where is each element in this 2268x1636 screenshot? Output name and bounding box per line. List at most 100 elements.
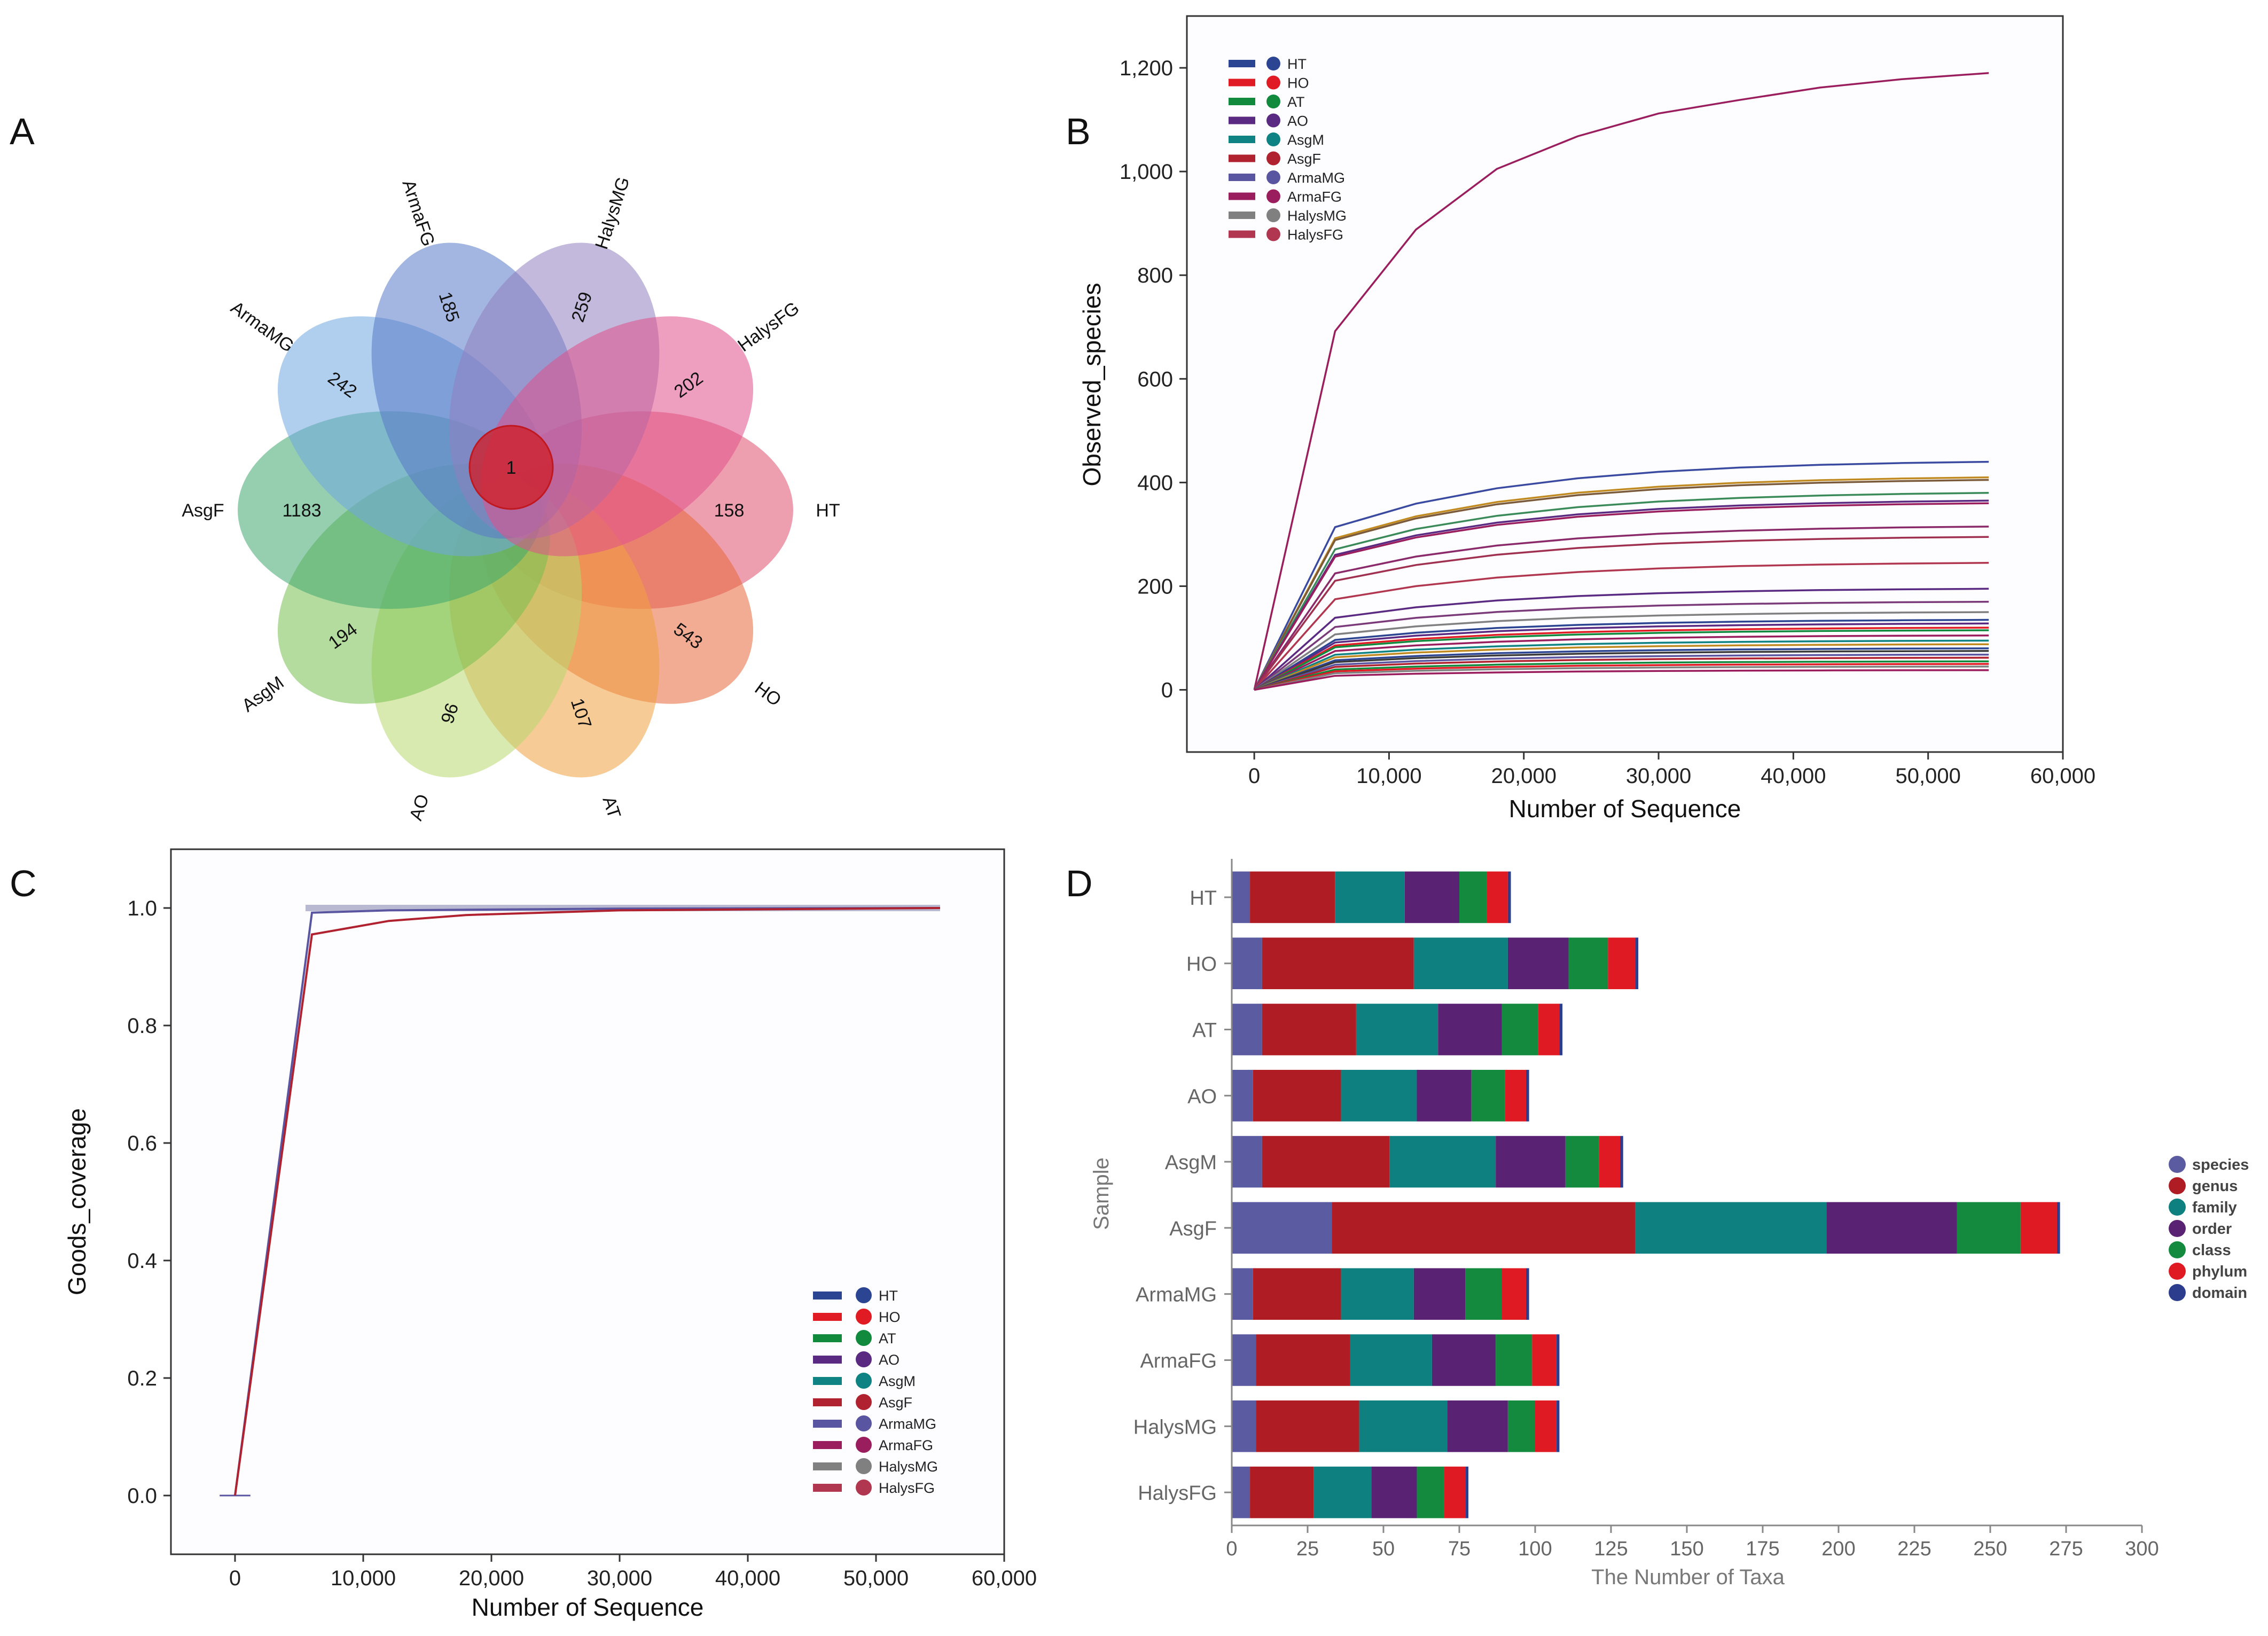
bar-segment-order [1417,1070,1472,1122]
series-line-asgf [234,907,941,1496]
legend-marker [1266,170,1280,184]
y-tick-label: 800 [1137,264,1173,287]
bar-segment-family [1359,1400,1448,1452]
bar-segment-order [1496,1136,1566,1188]
legend-swatch [813,1334,842,1342]
y-tick-label: 400 [1137,471,1173,495]
y-tick-label: AsgM [1165,1152,1217,1174]
x-tick-label: 200 [1821,1538,1855,1560]
bar-segment-order [1447,1400,1508,1452]
bar-segment-family [1341,1070,1417,1122]
y-tick-label: 1,000 [1120,160,1173,184]
rarefaction-chart: 0 10,000 20,000 30,000 40,000 50,000 60,000 0 20… [1078,15,2095,823]
series-line-r5 [1253,499,1989,691]
bar-segment-genus [1256,1400,1359,1452]
bar-segment-class [1507,1400,1535,1452]
legend-marker [856,1394,872,1410]
x-tick-label: 10,000 [1356,764,1421,788]
bar-segment-genus [1262,1004,1356,1055]
bar-segment-genus [1262,937,1414,989]
legend-marker [1266,95,1280,108]
series-line-r17 [1254,634,1989,691]
taxa-bar-chart: HT HO AT AO AsgM AsgF ArmaMG ArmaFG HalysMG Halys… [1090,859,2249,1589]
series-line-r2 [1253,476,1989,691]
bar-segment-family [1356,1004,1438,1055]
x-tick-label: 60,000 [2030,764,2095,788]
coverage-chart: 0 10,000 20,000 30,000 40,000 50,000 60,000 0.0… [63,848,1037,1621]
bar-segment-phylum [1501,1268,1526,1320]
venn-label-asgf: AsgF [182,500,224,521]
legend-label: ArmaMG [879,1416,936,1432]
x-tick-label: 0 [229,1567,241,1590]
x-tick-label: 175 [1746,1538,1779,1560]
x-tick-label: 50 [1372,1538,1395,1560]
bar-segment-class [1496,1334,1532,1386]
x-tick-label: 30,000 [587,1567,652,1590]
bar-segment-class [1501,1004,1538,1055]
legend-swatch [1229,116,1255,124]
panel-letter-c: C [10,863,37,904]
x-tick-label: 150 [1670,1538,1703,1560]
y-tick-label: AT [1192,1020,1217,1042]
legend-swatch [1229,192,1255,200]
legend-swatch [813,1420,842,1428]
x-tick-label: 100 [1518,1538,1552,1560]
series-line-r15 [1254,627,1989,691]
bar-segment-phylum [1532,1334,1557,1386]
legend-marker [2169,1284,2186,1301]
legend-label: family [2192,1199,2237,1216]
legend-marker [1266,151,1280,166]
y-tick-label: 200 [1137,575,1173,598]
bar-segment-domain [1556,1400,1560,1452]
x-axis-title: Number of Sequence [1509,795,1741,823]
legend-label: AO [879,1352,900,1368]
series-line-r27 [1254,669,1989,691]
legend-marker [2169,1177,2186,1194]
y-tick-label: 0.4 [127,1249,157,1273]
y-tick-label: HO [1186,953,1217,976]
legend-label: genus [2192,1178,2238,1195]
bar-segment-domain [1559,1004,1563,1055]
y-axis-title: Goods_coverage [63,1108,91,1295]
y-tick-label: HalysFG [1138,1482,1217,1505]
bar-segment-family [1335,871,1405,923]
bar-segment-domain [1526,1268,1529,1320]
y-tick-label: HalysMG [1133,1416,1217,1438]
bar-segment-order [1507,937,1569,989]
legend-label: AT [879,1330,896,1347]
bar-segment-family [1413,937,1508,989]
panel-letter-d: D [1066,863,1093,904]
venn-label-armamg: ArmaMG [227,298,298,357]
legend-label: HT [1287,56,1307,72]
x-tick-label: 50,000 [1896,764,1961,788]
x-tick-label: 250 [1973,1538,2007,1560]
legend-swatch [813,1291,842,1300]
x-tick-label: 60,000 [972,1567,1037,1590]
x-tick-label: 20,000 [459,1567,524,1590]
series-line-r8 [1253,536,1989,691]
bar-segment-species [1232,937,1262,989]
legend-swatch [1229,98,1255,105]
bar-segment-family [1341,1268,1414,1320]
panel-letter-b: B [1066,111,1091,152]
bar-segment-species [1232,1400,1256,1452]
legend-swatch [813,1313,842,1321]
legend-marker [856,1480,872,1496]
venn-label-halysfg: HalysFG [734,298,803,356]
bar-segment-genus [1332,1202,1636,1254]
y-tick-label: 0.6 [127,1132,157,1155]
bar-segment-class [1471,1070,1505,1122]
x-tick-label: 50,000 [843,1567,909,1590]
legend-swatch [813,1377,842,1385]
legend-label: HO [1287,75,1309,91]
bar-segment-species [1232,1334,1256,1386]
x-tick-label: 10,000 [331,1567,396,1590]
series-line-others [234,907,941,1496]
legend-marker [856,1373,872,1389]
bar-segment-genus [1250,1466,1314,1518]
legend-label: order [2192,1220,2232,1238]
series-line-r1 [1253,460,1989,691]
y-tick-label: ArmaMG [1136,1284,1217,1306]
legend-swatch [813,1356,842,1364]
legend-marker [2169,1263,2186,1280]
